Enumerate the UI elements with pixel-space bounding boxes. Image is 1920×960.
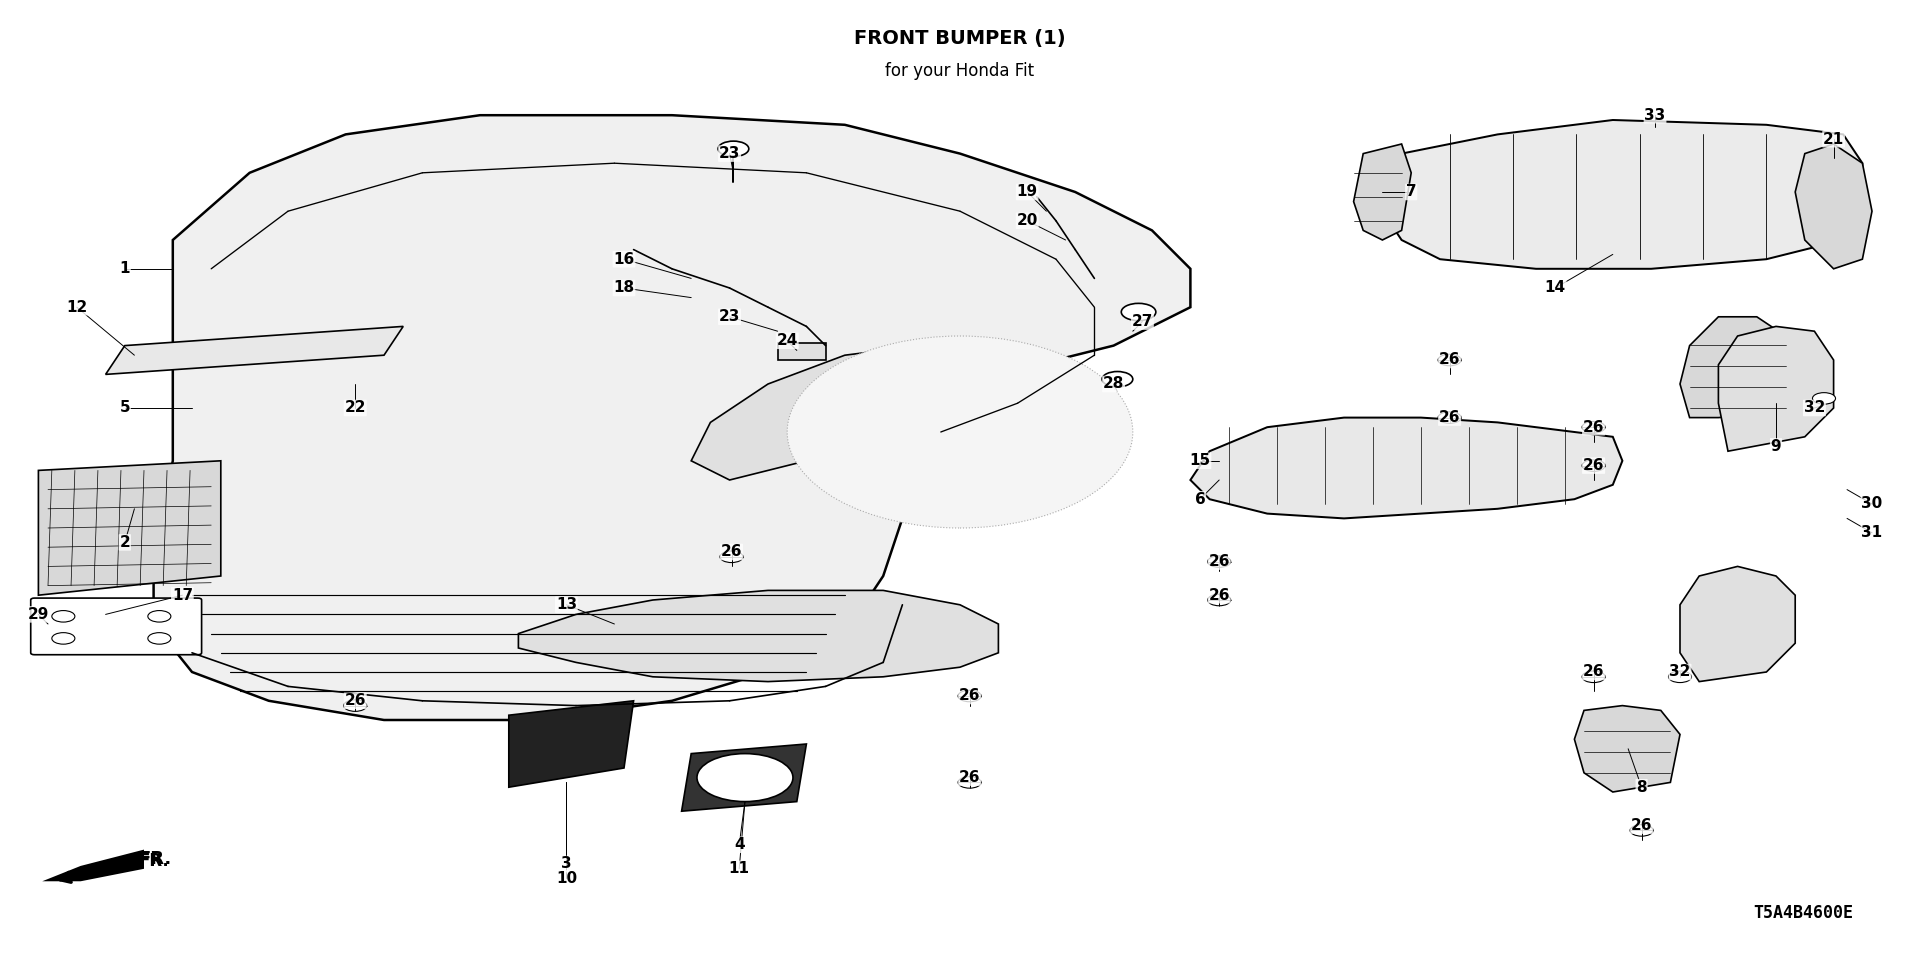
Text: 26: 26 [958, 770, 981, 785]
Circle shape [1668, 671, 1692, 683]
Text: 32: 32 [1803, 400, 1826, 416]
Text: 26: 26 [1582, 420, 1605, 435]
Polygon shape [154, 115, 1190, 720]
Text: 15: 15 [1188, 453, 1212, 468]
Text: 8: 8 [1636, 780, 1647, 795]
Text: 12: 12 [65, 300, 88, 315]
Text: FR.: FR. [138, 851, 171, 868]
Text: 9: 9 [1770, 439, 1782, 454]
Text: 26: 26 [1582, 458, 1605, 473]
Text: 26: 26 [720, 544, 743, 560]
Text: 28: 28 [1102, 376, 1125, 392]
Text: 27: 27 [1131, 314, 1154, 329]
Circle shape [148, 633, 171, 644]
Circle shape [1102, 372, 1133, 387]
Polygon shape [106, 326, 403, 374]
Polygon shape [1795, 144, 1872, 269]
Polygon shape [682, 744, 806, 811]
Circle shape [1438, 412, 1461, 423]
Text: 3: 3 [561, 856, 572, 872]
Polygon shape [1190, 418, 1622, 518]
Circle shape [1438, 354, 1461, 366]
Text: 5: 5 [119, 400, 131, 416]
Circle shape [52, 611, 75, 622]
Text: 26: 26 [344, 693, 367, 708]
Text: 10: 10 [555, 871, 578, 886]
Text: 31: 31 [1860, 525, 1884, 540]
Polygon shape [509, 701, 634, 787]
Polygon shape [1574, 706, 1680, 792]
Circle shape [1812, 393, 1836, 404]
Circle shape [1121, 303, 1156, 321]
Circle shape [1630, 825, 1653, 836]
Text: 17: 17 [171, 588, 194, 603]
Text: 1: 1 [119, 261, 131, 276]
Text: 22: 22 [344, 400, 367, 416]
Text: 26: 26 [1630, 818, 1653, 833]
Circle shape [1208, 594, 1231, 606]
Text: 32: 32 [1668, 664, 1692, 680]
Text: 16: 16 [612, 252, 636, 267]
Bar [778, 343, 826, 360]
Text: 26: 26 [958, 688, 981, 704]
Text: for your Honda Fit: for your Honda Fit [885, 62, 1035, 81]
Circle shape [1582, 671, 1605, 683]
Polygon shape [1354, 144, 1411, 240]
FancyBboxPatch shape [31, 598, 202, 655]
Text: 2: 2 [119, 535, 131, 550]
Text: 23: 23 [718, 146, 741, 161]
Text: 6: 6 [1194, 492, 1206, 507]
Circle shape [720, 551, 743, 563]
Text: 13: 13 [555, 597, 578, 612]
Polygon shape [42, 850, 144, 881]
Circle shape [718, 141, 749, 156]
Polygon shape [691, 346, 960, 480]
Circle shape [697, 754, 793, 802]
Circle shape [958, 777, 981, 788]
Polygon shape [1718, 326, 1834, 451]
Text: 23: 23 [718, 309, 741, 324]
Text: 26: 26 [1208, 554, 1231, 569]
Circle shape [1582, 460, 1605, 471]
Circle shape [958, 690, 981, 702]
Text: 7: 7 [1405, 184, 1417, 200]
Polygon shape [1680, 566, 1795, 682]
Text: 19: 19 [1016, 184, 1039, 200]
Circle shape [52, 633, 75, 644]
Text: 26: 26 [1208, 588, 1231, 603]
Polygon shape [38, 461, 221, 595]
Text: 24: 24 [776, 333, 799, 348]
Polygon shape [1680, 317, 1795, 418]
Text: FRONT BUMPER (1): FRONT BUMPER (1) [854, 29, 1066, 48]
Circle shape [148, 611, 171, 622]
Text: 21: 21 [1822, 132, 1845, 147]
Text: 30: 30 [1860, 496, 1884, 512]
Polygon shape [1382, 120, 1862, 269]
Circle shape [1582, 421, 1605, 433]
Text: 26: 26 [1438, 352, 1461, 368]
Text: 11: 11 [730, 861, 749, 876]
Text: 18: 18 [612, 280, 636, 296]
Text: 14: 14 [1544, 280, 1567, 296]
Text: 33: 33 [1644, 108, 1667, 123]
Text: 4: 4 [733, 837, 745, 852]
Text: FR.: FR. [138, 852, 169, 870]
Circle shape [344, 700, 367, 711]
Text: T5A4B4600E: T5A4B4600E [1753, 903, 1853, 922]
Circle shape [1208, 556, 1231, 567]
Polygon shape [518, 590, 998, 682]
Text: 26: 26 [1582, 664, 1605, 680]
Text: 20: 20 [1016, 213, 1039, 228]
Text: 29: 29 [27, 607, 50, 622]
Text: 26: 26 [1438, 410, 1461, 425]
Ellipse shape [787, 336, 1133, 528]
